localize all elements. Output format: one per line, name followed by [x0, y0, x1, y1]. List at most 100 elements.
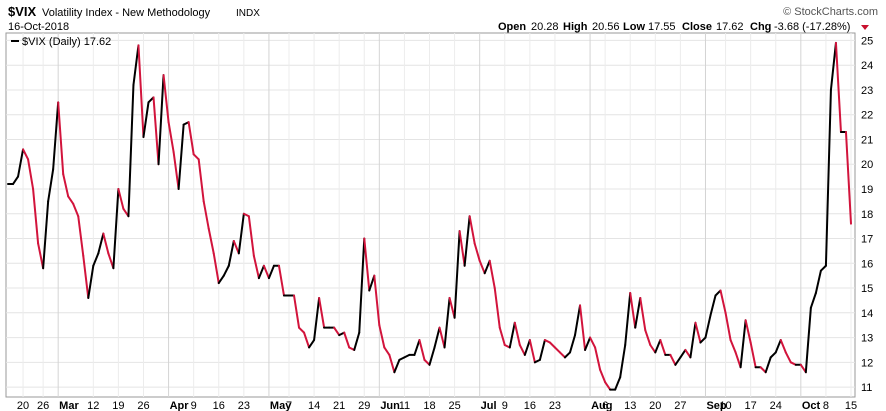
series-segment — [599, 368, 607, 384]
series-segment — [142, 101, 150, 138]
series-segment — [498, 326, 506, 346]
y-tick-label: 12 — [861, 357, 873, 369]
series-segment — [639, 296, 647, 332]
series-segment — [42, 200, 50, 270]
x-tick-label: Sep — [706, 400, 726, 411]
series-segment — [488, 259, 496, 290]
y-axis-ticks: 11 12 13 14 15 16 17 18 19 20 21 22 23 24 25 — [861, 35, 873, 394]
x-tick-label: 9 — [191, 400, 197, 411]
series-segment — [759, 366, 767, 374]
series-segment — [167, 121, 175, 153]
x-tick-label: 14 — [308, 400, 320, 411]
series-segment — [744, 319, 752, 344]
series-segment — [293, 294, 301, 329]
series-segment — [844, 131, 852, 225]
series-segment — [67, 195, 75, 205]
series-segment — [569, 334, 577, 354]
series-segment — [518, 344, 526, 356]
y-tick-label: 25 — [861, 35, 873, 47]
series-segment — [684, 348, 692, 359]
series-segment — [207, 227, 215, 255]
series-segment — [463, 215, 471, 267]
series-segment — [212, 252, 220, 285]
series-segment — [37, 242, 45, 270]
x-tick-label: May — [270, 400, 292, 411]
series-segment — [162, 74, 170, 124]
series-segment — [192, 153, 200, 161]
x-tick-label: 19 — [112, 400, 124, 411]
y-tick-label: 11 — [861, 382, 872, 394]
y-tick-label: 20 — [861, 159, 873, 171]
series-segment — [383, 346, 391, 356]
series-segment — [197, 158, 205, 203]
series-segment — [22, 148, 30, 161]
series-segment — [318, 296, 326, 329]
x-tick-label: 17 — [745, 400, 757, 411]
series-segment — [413, 339, 421, 356]
x-tick-label: 13 — [624, 400, 636, 411]
x-tick-label: Apr — [170, 400, 190, 411]
series-segment — [262, 264, 270, 280]
series-segment — [237, 212, 245, 255]
series-segment — [222, 264, 230, 277]
series-segment — [769, 351, 777, 359]
series-segment — [313, 296, 321, 342]
x-tick-label: 26 — [37, 400, 49, 411]
series-segment — [784, 351, 792, 364]
chart-ticker: $VIX — [8, 4, 37, 19]
horizontal-gridlines — [6, 39, 855, 388]
series-segment — [584, 336, 592, 351]
x-tick-label: Jun — [380, 400, 400, 411]
series-segment — [373, 274, 381, 327]
chart-instrument-name: Volatility Index - New Methodology — [42, 7, 211, 19]
x-tick-label: Oct — [802, 400, 821, 411]
series-segment — [227, 240, 235, 267]
series-segment — [654, 339, 662, 354]
low-value: 17.55 — [648, 21, 676, 33]
series-segment — [829, 41, 837, 91]
open-value: 20.28 — [531, 21, 559, 33]
y-tick-label: 24 — [861, 60, 873, 72]
series-segment — [629, 292, 637, 329]
series-segment — [659, 339, 667, 356]
x-tick-label: 26 — [137, 400, 149, 411]
series-segment — [824, 88, 832, 267]
ohlc-summary: Open 20.28 High 20.56 Low 17.55 Close 17… — [498, 21, 869, 33]
series-segment — [574, 304, 582, 337]
series-segment — [709, 294, 717, 317]
series-segment — [604, 381, 612, 391]
x-tick-label: Jul — [481, 400, 497, 411]
x-tick-label: 24 — [770, 400, 782, 411]
series-segment — [62, 173, 70, 198]
series-segment — [102, 232, 110, 255]
y-tick-label: 19 — [861, 184, 873, 196]
series-segment — [52, 101, 60, 171]
series-segment — [92, 252, 100, 267]
series-segment — [363, 237, 371, 292]
y-tick-label: 15 — [861, 283, 873, 295]
series-segment — [774, 339, 782, 354]
series-segment — [468, 215, 476, 245]
close-label: Close — [682, 21, 712, 33]
x-tick-label: 21 — [333, 400, 345, 411]
close-value: 17.62 — [716, 21, 744, 33]
series-segment — [217, 274, 225, 285]
series-segment — [558, 351, 566, 359]
series-segment — [343, 331, 351, 349]
legend: $VIX (Daily) 17.62 — [11, 36, 111, 48]
series-segment — [232, 240, 240, 255]
series-segment — [252, 254, 260, 280]
series-segment — [473, 242, 481, 262]
x-tick-label: 8 — [823, 400, 829, 411]
series-segment — [388, 353, 396, 374]
open-label: Open — [498, 21, 526, 33]
series-segment — [267, 264, 275, 280]
x-tick-label: 10 — [719, 400, 731, 411]
plot-area — [5, 32, 856, 398]
series-segment — [157, 74, 165, 166]
series-segment — [528, 339, 536, 364]
series-segment — [378, 324, 386, 349]
x-tick-label: 18 — [423, 400, 435, 411]
y-tick-label: 16 — [861, 258, 873, 270]
